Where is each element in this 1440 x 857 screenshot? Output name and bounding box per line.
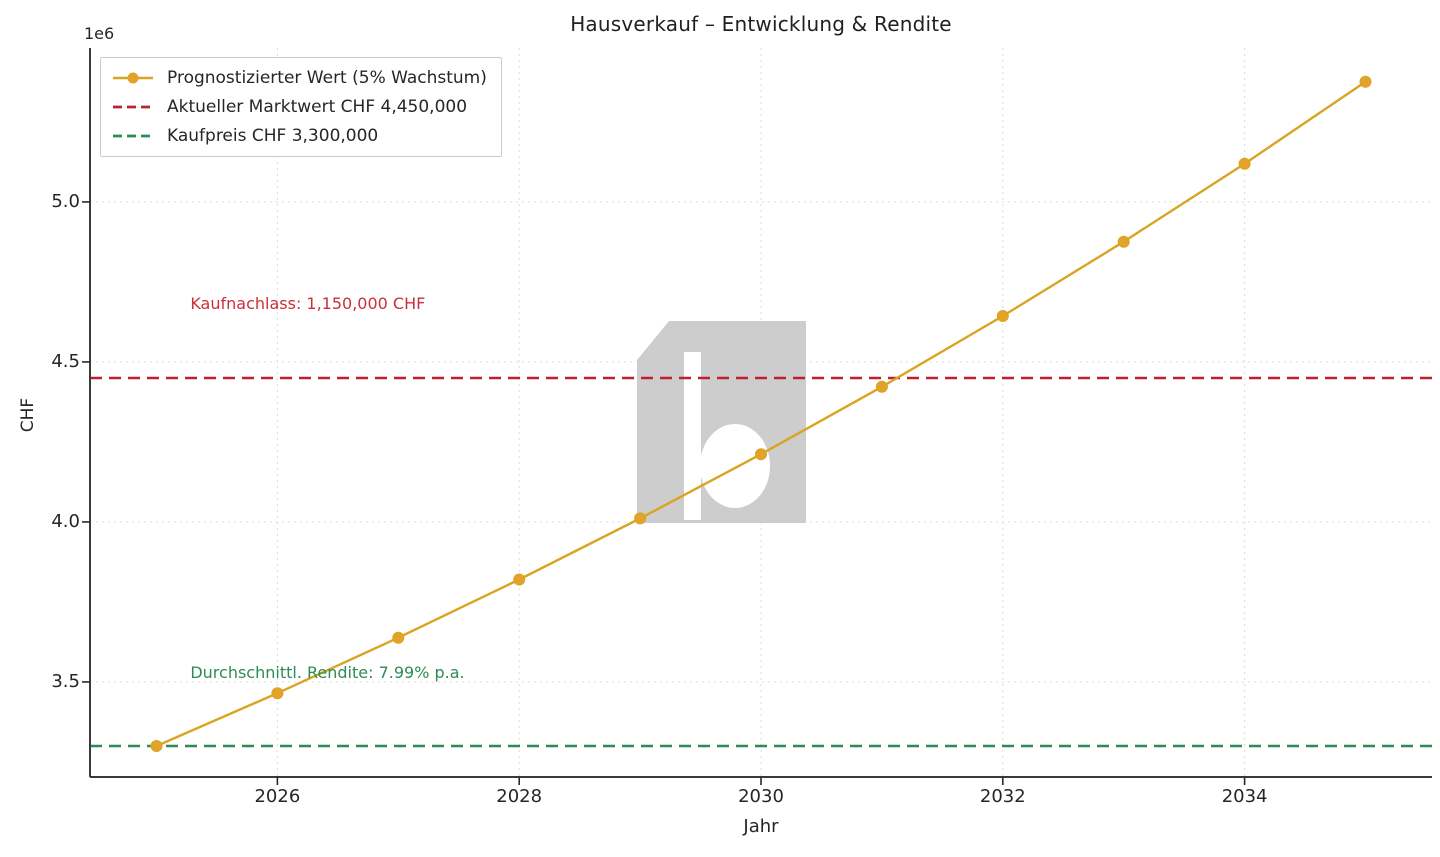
legend-item-prognostizierter-wert: Prognostizierter Wert (5% Wachstum) xyxy=(111,64,487,91)
chart-title: Hausverkauf – Entwicklung & Rendite xyxy=(570,12,952,36)
annotation-rendite: Durchschnittl. Rendite: 7.99% p.a. xyxy=(190,662,465,682)
y-axis-offset-label: 1e6 xyxy=(84,24,115,43)
data-point-marker xyxy=(634,512,647,525)
legend: Prognostizierter Wert (5% Wachstum) Aktu… xyxy=(100,57,502,157)
x-axis-label: Jahr xyxy=(743,816,779,837)
x-tick-label: 2026 xyxy=(254,786,301,807)
data-point-marker xyxy=(996,310,1009,322)
data-point-marker xyxy=(392,631,405,644)
y-tick-label: 4.0 xyxy=(51,510,80,532)
x-tick-label: 2034 xyxy=(1221,786,1268,807)
legend-item-marktwert: Aktueller Marktwert CHF 4,450,000 xyxy=(111,93,487,120)
data-point-marker xyxy=(755,448,767,461)
data-point-marker xyxy=(150,740,163,752)
y-axis-label: CHF xyxy=(18,397,38,433)
data-point-marker xyxy=(1238,157,1251,170)
data-point-marker xyxy=(1359,75,1372,88)
dashed-line-swatch-icon xyxy=(113,134,153,137)
x-tick-label: 2028 xyxy=(496,786,543,807)
legend-label: Aktueller Marktwert CHF 4,450,000 xyxy=(167,96,468,117)
data-series xyxy=(150,75,1372,752)
tick-marks xyxy=(82,201,1246,785)
legend-label: Prognostizierter Wert (5% Wachstum) xyxy=(167,67,487,88)
data-point-marker xyxy=(875,380,888,393)
watermark-b-bowl xyxy=(700,424,770,508)
data-point-marker xyxy=(513,573,526,586)
legend-label: Kaufpreis CHF 3,300,000 xyxy=(167,125,379,146)
y-tick-label: 5.0 xyxy=(51,190,80,212)
data-point-marker xyxy=(271,687,284,700)
y-tick-label: 4.5 xyxy=(51,350,80,372)
annotation-kaufnachlass: Kaufnachlass: 1,150,000 CHF xyxy=(190,293,426,313)
legend-item-kaufpreis: Kaufpreis CHF 3,300,000 xyxy=(111,122,487,149)
x-tick-label: 2032 xyxy=(979,786,1026,807)
watermark-logo xyxy=(637,321,806,523)
gridlines xyxy=(90,48,1432,777)
y-tick-label: 3.5 xyxy=(51,670,80,692)
line-marker-swatch-icon xyxy=(113,72,153,83)
watermark-b-stem xyxy=(684,352,701,520)
data-point-marker xyxy=(1117,235,1130,248)
dashed-line-swatch-icon xyxy=(113,105,153,108)
reference-lines xyxy=(90,376,1432,748)
x-tick-label: 2030 xyxy=(738,786,784,807)
